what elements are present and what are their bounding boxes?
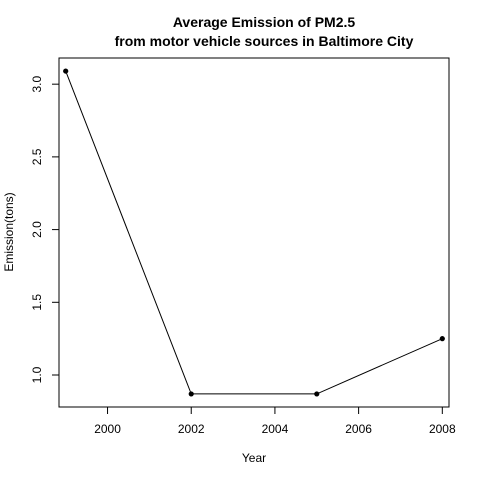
data-point [188, 391, 194, 397]
x-tick-label: 2006 [345, 422, 372, 436]
chart-title-line-1: Average Emission of PM2.5 [173, 14, 356, 30]
y-tick-label: 1.0 [30, 366, 44, 383]
data-point [314, 391, 320, 397]
y-tick-label: 2.5 [30, 148, 44, 165]
x-tick-label: 2008 [429, 422, 456, 436]
x-axis: 2000 2002 2004 2006 2008 [94, 406, 456, 436]
x-tick-label: 2002 [178, 422, 205, 436]
series-layer [63, 68, 445, 397]
y-axis-title: Emission(tons) [2, 192, 16, 271]
y-tick-label: 3.0 [30, 76, 44, 93]
x-tick-label: 2000 [94, 422, 121, 436]
y-tick-label: 2.0 [30, 221, 44, 238]
data-point [439, 336, 445, 342]
series-line [65, 70, 443, 395]
x-tick-label: 2004 [262, 422, 289, 436]
y-tick-label: 1.5 [30, 294, 44, 311]
plot-frame [58, 57, 450, 408]
y-axis: 1.0 1.5 2.0 2.5 3.0 [30, 76, 60, 383]
data-point [63, 68, 69, 74]
chart-title-line-2: from motor vehicle sources in Baltimore … [115, 33, 414, 49]
x-axis-title: Year [242, 451, 266, 465]
